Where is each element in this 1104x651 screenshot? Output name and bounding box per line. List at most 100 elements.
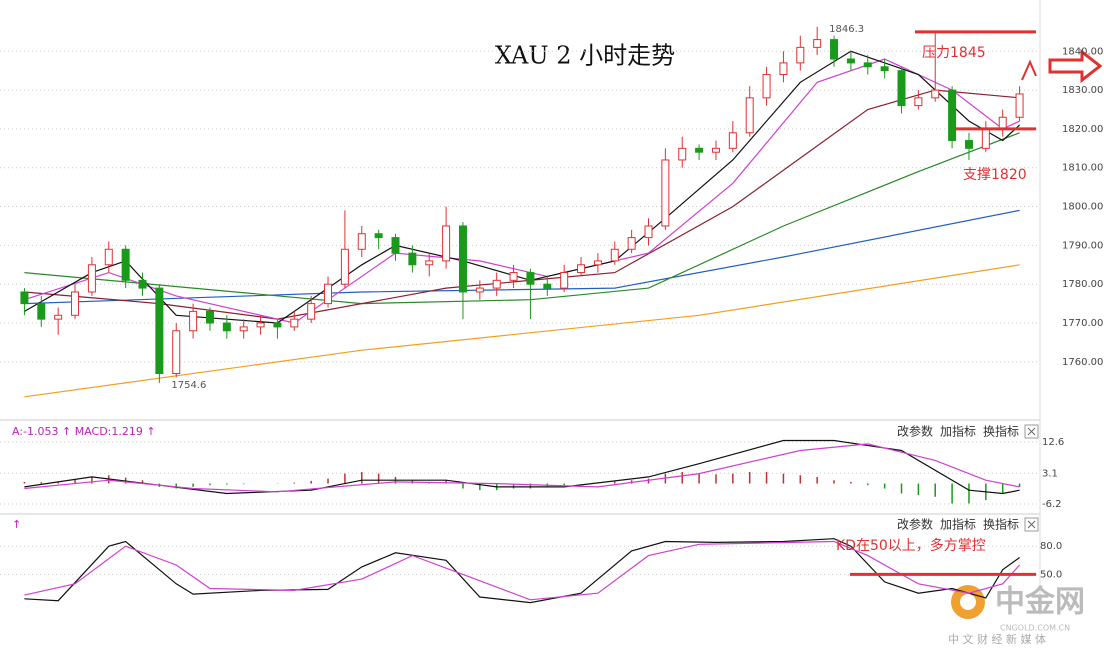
- watermark-slogan: 中 文 财 经 新 媒 体: [948, 632, 1046, 646]
- candle-body: [728, 132, 737, 149]
- y-tick-label: 1780.00: [1062, 279, 1103, 290]
- candle-body: [678, 147, 687, 161]
- arrow-icon: [1048, 48, 1103, 84]
- indicator-button[interactable]: 换指标: [983, 424, 1019, 439]
- candle-body: [37, 303, 46, 320]
- indicator-line: [24, 443, 1020, 493]
- candle-body: [104, 248, 113, 266]
- arrow-icon: [1021, 59, 1037, 81]
- candle-body: [222, 322, 231, 332]
- y-tick-label: 50.0: [1040, 569, 1062, 580]
- candle-body: [745, 97, 754, 134]
- candle-body: [239, 326, 248, 332]
- candle-body: [408, 252, 417, 266]
- indicator-line: [24, 209, 1020, 305]
- indicator-line: [24, 439, 1020, 495]
- candle-body: [425, 260, 434, 266]
- candle-body: [813, 39, 822, 48]
- candle-body: [256, 322, 265, 328]
- indicator-line: [24, 132, 1020, 305]
- indicator-line: [24, 50, 1021, 324]
- indicator-button[interactable]: 加指标: [940, 424, 976, 439]
- candle-body: [897, 70, 906, 107]
- close-icon: [1027, 520, 1036, 529]
- candle-body: [374, 233, 383, 239]
- candle-body: [695, 147, 704, 153]
- y-tick-label: 1800.00: [1062, 202, 1103, 213]
- candle-body: [54, 314, 63, 320]
- candle-body: [71, 291, 80, 316]
- candle-body: [391, 237, 400, 254]
- indicator-header: ↑: [12, 518, 21, 531]
- candle-body: [20, 291, 29, 305]
- y-tick-label: -6.2: [1042, 499, 1062, 510]
- indicator-line: [24, 89, 1020, 320]
- candle-body: [475, 287, 484, 293]
- candle-body: [762, 74, 771, 99]
- y-tick-label: 3.1: [1042, 468, 1058, 479]
- candle-body: [880, 66, 889, 72]
- candle-body: [846, 58, 855, 64]
- candle-body: [931, 89, 940, 99]
- level-label: KD在50以上，多方掌控: [836, 537, 986, 554]
- candle-body: [661, 159, 670, 227]
- y-tick-label: 1840.00: [1062, 46, 1103, 57]
- level-label: 支撑1820: [963, 167, 1027, 183]
- candle-body: [610, 248, 619, 262]
- level-label: 压力1845: [922, 45, 986, 61]
- candle-body: [509, 272, 518, 281]
- candle-body: [577, 264, 586, 274]
- y-tick-label: 1820.00: [1062, 124, 1103, 135]
- y-tick-label: 1830.00: [1062, 85, 1103, 96]
- y-tick-label: 1810.00: [1062, 163, 1103, 174]
- candle-body: [458, 225, 467, 293]
- candle-body: [593, 260, 602, 266]
- candle-body: [155, 287, 164, 375]
- candle-body: [711, 147, 720, 153]
- candle-body: [492, 279, 501, 289]
- candle-body: [189, 310, 198, 332]
- candle-body: [87, 264, 96, 293]
- indicator-header: A:-1.053 ↑ MACD:1.219 ↑: [12, 425, 156, 438]
- candle-body: [627, 237, 636, 250]
- candle-body: [526, 272, 535, 285]
- indicator-button[interactable]: 改参数: [897, 424, 933, 439]
- y-tick-label: 12.6: [1042, 437, 1064, 448]
- candle-body: [273, 322, 282, 328]
- candle-body: [914, 97, 923, 107]
- logo: [960, 594, 976, 610]
- candle-body: [442, 225, 451, 262]
- candle-body: [1015, 93, 1024, 118]
- y-tick-label: 1770.00: [1062, 318, 1103, 329]
- low-label: 1754.6: [171, 380, 206, 391]
- candle-body: [340, 248, 349, 285]
- indicator-button[interactable]: 加指标: [940, 517, 976, 532]
- candle-body: [779, 62, 788, 76]
- candle-body: [357, 233, 366, 250]
- indicator-line: [24, 540, 1021, 601]
- close-icon: [1027, 427, 1036, 436]
- watermark-domain: CNGOLD.COM.CN: [1000, 624, 1070, 633]
- candle-body: [964, 140, 973, 149]
- candle-body: [830, 39, 839, 60]
- candle-body: [138, 279, 147, 289]
- y-tick-label: 1790.00: [1062, 240, 1103, 251]
- candle-body: [644, 225, 653, 239]
- indicator-line: [24, 264, 1020, 398]
- candle-body: [290, 318, 299, 328]
- candle-body: [560, 272, 569, 289]
- candle-body: [796, 46, 805, 64]
- candle-body: [324, 283, 333, 305]
- candle-body: [981, 128, 990, 149]
- indicator-button[interactable]: 改参数: [897, 517, 933, 532]
- candle-body: [172, 330, 181, 375]
- candle-body: [998, 116, 1007, 130]
- y-tick-label: 1760.00: [1062, 357, 1103, 368]
- chart-title: XAU 2 小时走势: [495, 42, 675, 70]
- candle-body: [543, 283, 552, 289]
- candle-body: [307, 303, 316, 320]
- high-label: 1846.3: [829, 24, 864, 35]
- indicator-button[interactable]: 换指标: [983, 517, 1019, 532]
